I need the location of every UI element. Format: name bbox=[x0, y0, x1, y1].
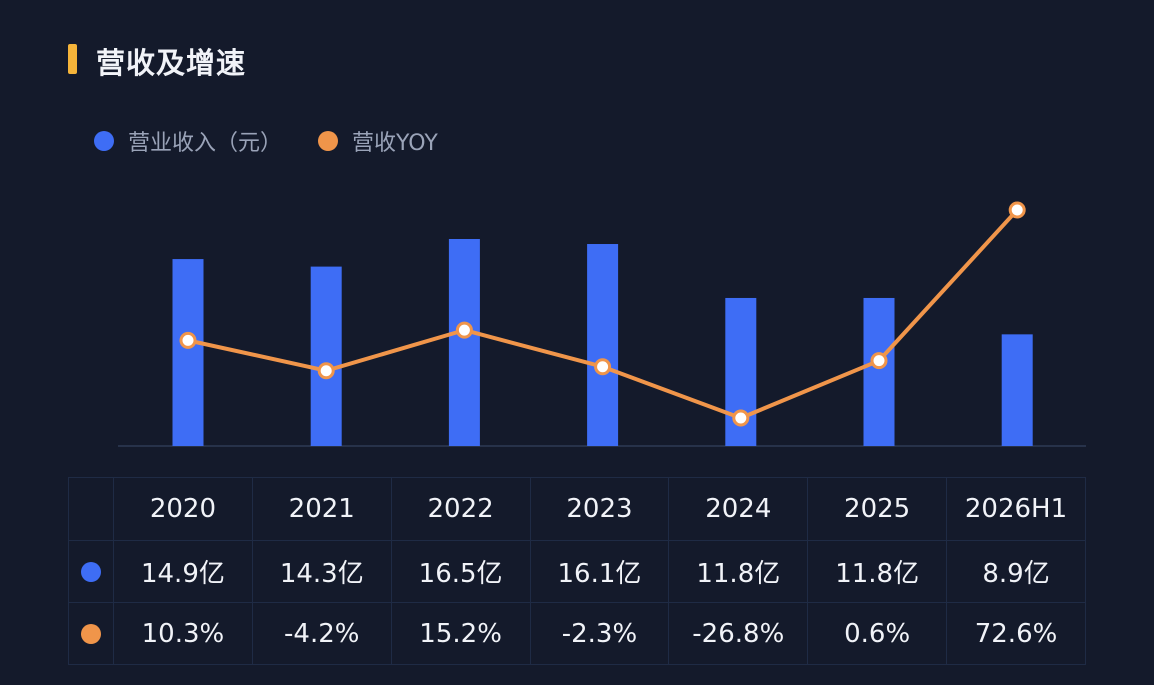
legend-item-revenue[interactable]: 营业收入（元） bbox=[94, 125, 282, 157]
table-cell: 72.6% bbox=[946, 602, 1086, 665]
table-cell: 16.1亿 bbox=[529, 540, 670, 603]
table-cell: -26.8% bbox=[668, 602, 809, 665]
table-row-yoy: 10.3% -4.2% 15.2% -2.3% -26.8% 0.6% 72.6… bbox=[68, 602, 1086, 665]
revenue-bar-2021 bbox=[310, 266, 342, 446]
table-header-cell: 2021 bbox=[251, 477, 392, 541]
table-cell: 16.5亿 bbox=[390, 540, 531, 603]
revenue-bar-2025 bbox=[863, 297, 895, 446]
revenue-bar-2022 bbox=[448, 239, 480, 446]
table-header-cell: 2024 bbox=[668, 477, 809, 541]
row-dot-revenue bbox=[81, 562, 101, 582]
yoy-point-2020 bbox=[179, 331, 197, 349]
table-header-row: 2020 2021 2022 2023 2024 2025 2026H1 bbox=[68, 477, 1086, 541]
yoy-point-2024 bbox=[732, 409, 750, 427]
data-table: 2020 2021 2022 2023 2024 2025 2026H1 14.… bbox=[68, 477, 1086, 665]
yoy-point-2023 bbox=[594, 358, 612, 376]
table-header-cell: 2023 bbox=[529, 477, 670, 541]
yoy-points bbox=[179, 201, 1026, 427]
table-cell: 8.9亿 bbox=[946, 540, 1086, 603]
revenue-bar-2026H1 bbox=[1001, 334, 1033, 446]
table-header-cell: 2025 bbox=[807, 477, 948, 541]
yoy-point-2022 bbox=[455, 321, 473, 339]
table-cell: 14.3亿 bbox=[251, 540, 392, 603]
row-marker-yoy bbox=[68, 602, 114, 665]
yoy-point-2026H1 bbox=[1008, 201, 1026, 219]
chart-title: 营收及增速 bbox=[96, 46, 247, 80]
table-cell: 10.3% bbox=[113, 602, 253, 665]
table-cell: 11.8亿 bbox=[668, 540, 809, 603]
combo-chart bbox=[118, 201, 1086, 447]
table-cell: 0.6% bbox=[807, 602, 948, 665]
row-dot-yoy bbox=[81, 624, 101, 644]
table-header-cell: 2022 bbox=[390, 477, 531, 541]
table-corner bbox=[68, 477, 114, 541]
title-accent-bar bbox=[68, 44, 77, 74]
table-header-cell: 2020 bbox=[113, 477, 253, 541]
row-marker-revenue bbox=[68, 540, 114, 603]
table-cell: 14.9亿 bbox=[113, 540, 253, 603]
legend-dot-revenue bbox=[94, 131, 114, 151]
legend-label-revenue: 营业收入（元） bbox=[128, 131, 283, 156]
table-cell: -2.3% bbox=[529, 602, 670, 665]
yoy-point-2021 bbox=[317, 362, 335, 380]
legend-dot-yoy bbox=[318, 131, 339, 151]
table-header-cell: 2026H1 bbox=[946, 477, 1086, 541]
legend: 营业收入（元） 营收YOY bbox=[94, 125, 474, 157]
legend-item-yoy[interactable]: 营收YOY bbox=[318, 125, 438, 157]
revenue-bar-2023 bbox=[587, 244, 619, 446]
revenue-bars bbox=[172, 239, 1033, 446]
table-row-revenue: 14.9亿 14.3亿 16.5亿 16.1亿 11.8亿 11.8亿 8.9亿 bbox=[68, 540, 1086, 603]
revenue-bar-2020 bbox=[172, 259, 204, 446]
table-cell: -4.2% bbox=[251, 602, 392, 665]
legend-label-yoy: 营收YOY bbox=[352, 131, 438, 156]
yoy-point-2025 bbox=[870, 352, 888, 370]
table-cell: 15.2% bbox=[390, 602, 531, 665]
table-cell: 11.8亿 bbox=[807, 540, 948, 603]
